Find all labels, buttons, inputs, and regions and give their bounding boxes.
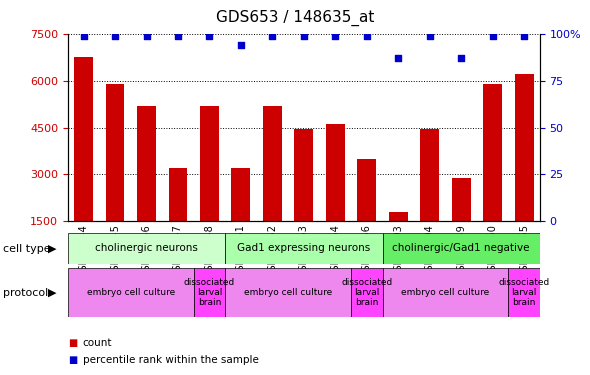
Text: embryo cell culture: embryo cell culture	[401, 288, 490, 297]
Text: percentile rank within the sample: percentile rank within the sample	[83, 355, 258, 365]
Bar	[514, 74, 533, 268]
Point	[299, 33, 309, 39]
Point	[488, 33, 497, 39]
Text: dissociated
larval
brain: dissociated larval brain	[184, 278, 235, 308]
Bar	[358, 159, 376, 268]
Point	[142, 33, 151, 39]
Bar	[68, 268, 194, 317]
Text: ■: ■	[68, 355, 77, 365]
Bar	[483, 84, 502, 268]
Bar	[169, 168, 188, 268]
Bar	[74, 57, 93, 268]
Point	[173, 33, 183, 39]
Text: dissociated
larval
brain: dissociated larval brain	[341, 278, 392, 308]
Bar	[294, 129, 313, 268]
Bar	[194, 268, 225, 317]
Point	[457, 55, 466, 61]
Text: dissociated
larval
brain: dissociated larval brain	[499, 278, 550, 308]
Text: cholinergic neurons: cholinergic neurons	[95, 243, 198, 254]
Text: embryo cell culture: embryo cell culture	[244, 288, 332, 297]
Point	[519, 33, 529, 39]
Text: Gad1 expressing neurons: Gad1 expressing neurons	[237, 243, 371, 254]
Bar	[382, 232, 540, 264]
Point	[79, 33, 88, 39]
Point	[236, 42, 245, 48]
Bar	[225, 232, 382, 264]
Bar	[452, 177, 471, 268]
Point	[268, 33, 277, 39]
Bar	[509, 268, 540, 317]
Text: GDS653 / 148635_at: GDS653 / 148635_at	[216, 9, 374, 26]
Text: ▶: ▶	[48, 288, 56, 297]
Bar	[420, 129, 439, 268]
Bar	[351, 268, 382, 317]
Point	[330, 33, 340, 39]
Text: count: count	[83, 338, 112, 348]
Point	[205, 33, 214, 39]
Bar	[137, 106, 156, 268]
Bar	[389, 212, 408, 268]
Bar	[106, 84, 124, 268]
Bar	[200, 106, 219, 268]
Bar	[382, 268, 509, 317]
Point	[110, 33, 120, 39]
Text: protocol: protocol	[3, 288, 48, 297]
Bar	[225, 268, 351, 317]
Point	[425, 33, 434, 39]
Bar	[68, 232, 225, 264]
Point	[362, 33, 372, 39]
Bar	[231, 168, 250, 268]
Point	[394, 55, 403, 61]
Text: cholinergic/Gad1 negative: cholinergic/Gad1 negative	[392, 243, 530, 254]
Text: ▶: ▶	[48, 244, 56, 254]
Bar	[326, 124, 345, 268]
Text: cell type: cell type	[3, 244, 51, 254]
Bar	[263, 106, 282, 268]
Text: embryo cell culture: embryo cell culture	[87, 288, 175, 297]
Text: ■: ■	[68, 338, 77, 348]
